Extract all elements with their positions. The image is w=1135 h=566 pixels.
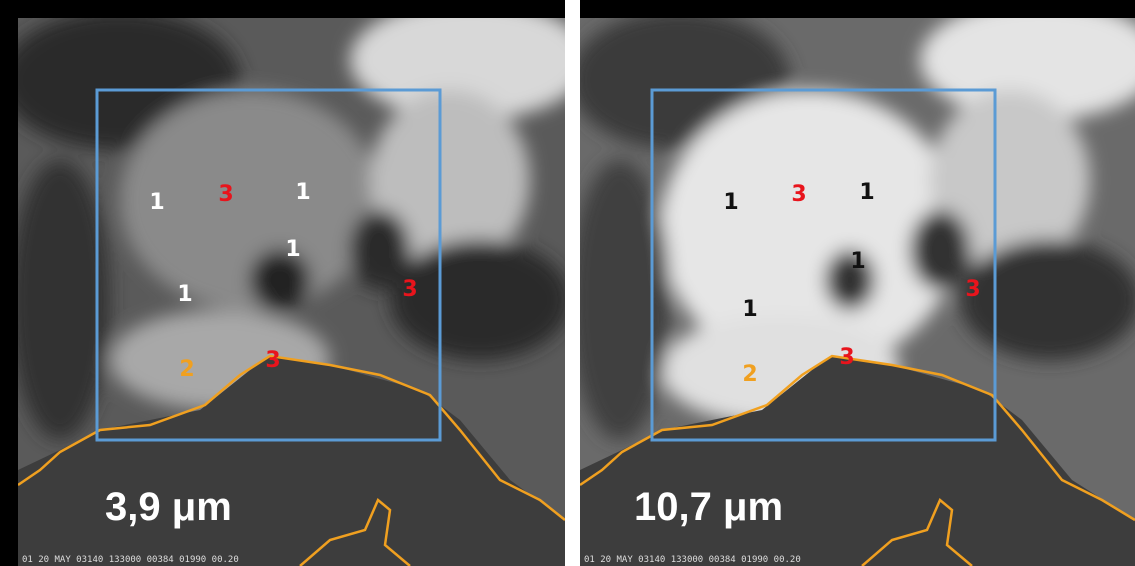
image-10-7 xyxy=(570,0,1135,566)
marker-label: 1 xyxy=(723,190,738,215)
marker-label: 3 xyxy=(218,182,233,207)
band-label: 10,7 μm xyxy=(634,485,783,529)
marker-label: 3 xyxy=(265,348,280,373)
figure: 1 3 1 1 1 3 2 3 3,9 μm 01 20 MAY 03140 133000 003… xyxy=(0,0,1135,566)
image-caption: 01 20 MAY 03140 133000 00384 01990 00.20 xyxy=(584,555,801,565)
marker-label: 2 xyxy=(742,362,757,387)
marker-label: 3 xyxy=(839,345,854,370)
marker-label: 3 xyxy=(402,277,417,302)
marker-label: 1 xyxy=(859,180,874,205)
image-caption: 01 20 MAY 03140 133000 00384 01990 00.20 xyxy=(22,555,239,565)
marker-label: 1 xyxy=(177,282,192,307)
marker-label: 1 xyxy=(285,237,300,262)
divider xyxy=(565,0,580,566)
marker-label: 3 xyxy=(965,277,980,302)
marker-label: 1 xyxy=(742,297,757,322)
marker-label: 2 xyxy=(179,357,194,382)
marker-label: 3 xyxy=(791,182,806,207)
band-label: 3,9 μm xyxy=(105,485,232,529)
marker-label: 1 xyxy=(850,249,865,274)
image-3-9 xyxy=(0,0,590,566)
marker-label: 1 xyxy=(149,190,164,215)
marker-label: 1 xyxy=(295,180,310,205)
